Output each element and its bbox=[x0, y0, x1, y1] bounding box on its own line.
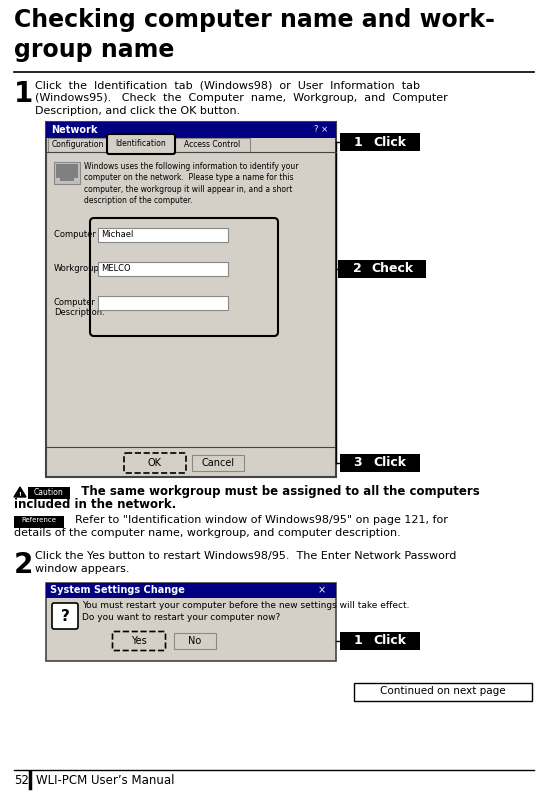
Text: Checking computer name and work-: Checking computer name and work- bbox=[14, 8, 495, 32]
Bar bbox=[98, 228, 228, 242]
Polygon shape bbox=[14, 487, 26, 497]
Bar bbox=[192, 455, 244, 471]
Bar bbox=[28, 487, 70, 499]
Text: Click: Click bbox=[373, 457, 406, 469]
Text: OK: OK bbox=[148, 458, 162, 468]
Text: You must restart your computer before the new settings will take effect.: You must restart your computer before th… bbox=[82, 601, 409, 610]
Text: Access Control: Access Control bbox=[184, 140, 240, 149]
Text: Computer name:: Computer name: bbox=[54, 230, 125, 239]
Text: Workgroup:: Workgroup: bbox=[54, 264, 102, 273]
Bar bbox=[98, 262, 228, 276]
Text: ×: × bbox=[318, 585, 326, 595]
Text: Computer: Computer bbox=[54, 298, 96, 307]
Bar bbox=[340, 133, 420, 151]
Text: Click  the  Identification  tab  (Windows98)  or  User  Information  tab: Click the Identification tab (Windows98)… bbox=[35, 80, 420, 90]
Text: Continued on next page: Continued on next page bbox=[380, 686, 506, 696]
Text: ?: ? bbox=[61, 609, 70, 624]
Text: details of the computer name, workgroup, and computer description.: details of the computer name, workgroup,… bbox=[14, 528, 401, 538]
Text: Reference: Reference bbox=[21, 517, 56, 523]
Bar bbox=[46, 122, 336, 138]
Text: Description, and click the OK button.: Description, and click the OK button. bbox=[35, 106, 240, 116]
Bar bbox=[48, 138, 108, 152]
Text: Configuration: Configuration bbox=[52, 140, 104, 149]
FancyBboxPatch shape bbox=[107, 134, 175, 154]
Text: 52: 52 bbox=[14, 774, 29, 787]
Text: !: ! bbox=[19, 492, 21, 498]
Text: 1: 1 bbox=[353, 634, 362, 647]
Text: 2: 2 bbox=[353, 263, 362, 276]
Text: Michael: Michael bbox=[101, 230, 133, 239]
Bar bbox=[340, 454, 420, 472]
Text: WLI-PCM User’s Manual: WLI-PCM User’s Manual bbox=[36, 774, 174, 787]
Text: 3: 3 bbox=[353, 457, 362, 469]
Bar bbox=[46, 583, 336, 598]
Bar bbox=[46, 122, 336, 477]
Bar bbox=[174, 633, 216, 649]
Text: Identification: Identification bbox=[116, 139, 167, 148]
FancyBboxPatch shape bbox=[112, 631, 165, 650]
Text: Caution: Caution bbox=[34, 488, 64, 497]
Bar bbox=[354, 683, 532, 701]
Text: 1: 1 bbox=[353, 136, 362, 148]
Text: The same workgroup must be assigned to all the computers: The same workgroup must be assigned to a… bbox=[73, 485, 480, 498]
Bar bbox=[54, 162, 80, 184]
Text: MELCO: MELCO bbox=[101, 264, 130, 273]
Text: 2: 2 bbox=[14, 551, 33, 579]
Bar bbox=[338, 260, 426, 278]
Text: Click: Click bbox=[373, 136, 406, 148]
Bar bbox=[60, 178, 74, 181]
Bar bbox=[175, 138, 250, 152]
Text: (Windows95).   Check  the  Computer  name,  Workgroup,  and  Computer: (Windows95). Check the Computer name, Wo… bbox=[35, 93, 448, 103]
Text: Click: Click bbox=[373, 634, 406, 647]
Text: Windows uses the following information to identify your
computer on the network.: Windows uses the following information t… bbox=[84, 162, 299, 206]
Bar bbox=[14, 516, 64, 528]
Text: ? ×: ? × bbox=[314, 125, 328, 134]
Text: Network: Network bbox=[51, 125, 98, 135]
Text: window appears.: window appears. bbox=[35, 564, 129, 574]
Bar bbox=[340, 632, 420, 650]
FancyBboxPatch shape bbox=[90, 218, 278, 336]
Text: included in the network.: included in the network. bbox=[14, 498, 176, 511]
Text: group name: group name bbox=[14, 38, 174, 62]
Bar bbox=[98, 296, 228, 310]
Text: Check: Check bbox=[372, 263, 414, 276]
Text: Cancel: Cancel bbox=[202, 458, 235, 468]
Text: 1: 1 bbox=[14, 80, 33, 108]
Bar bbox=[46, 583, 336, 661]
Text: Refer to "Identification window of Windows98/95" on page 121, for: Refer to "Identification window of Windo… bbox=[68, 515, 448, 525]
Bar bbox=[109, 136, 173, 153]
Text: System Settings Change: System Settings Change bbox=[50, 585, 185, 595]
Text: Yes: Yes bbox=[131, 636, 147, 646]
Text: Description:: Description: bbox=[54, 308, 105, 317]
FancyBboxPatch shape bbox=[52, 603, 78, 629]
Bar bbox=[56, 164, 78, 178]
Text: Do you want to restart your computer now?: Do you want to restart your computer now… bbox=[82, 613, 280, 622]
FancyBboxPatch shape bbox=[124, 453, 186, 473]
Text: Click the Yes button to restart Windows98/95.  The Enter Network Password: Click the Yes button to restart Windows9… bbox=[35, 551, 456, 561]
Text: No: No bbox=[189, 636, 202, 646]
